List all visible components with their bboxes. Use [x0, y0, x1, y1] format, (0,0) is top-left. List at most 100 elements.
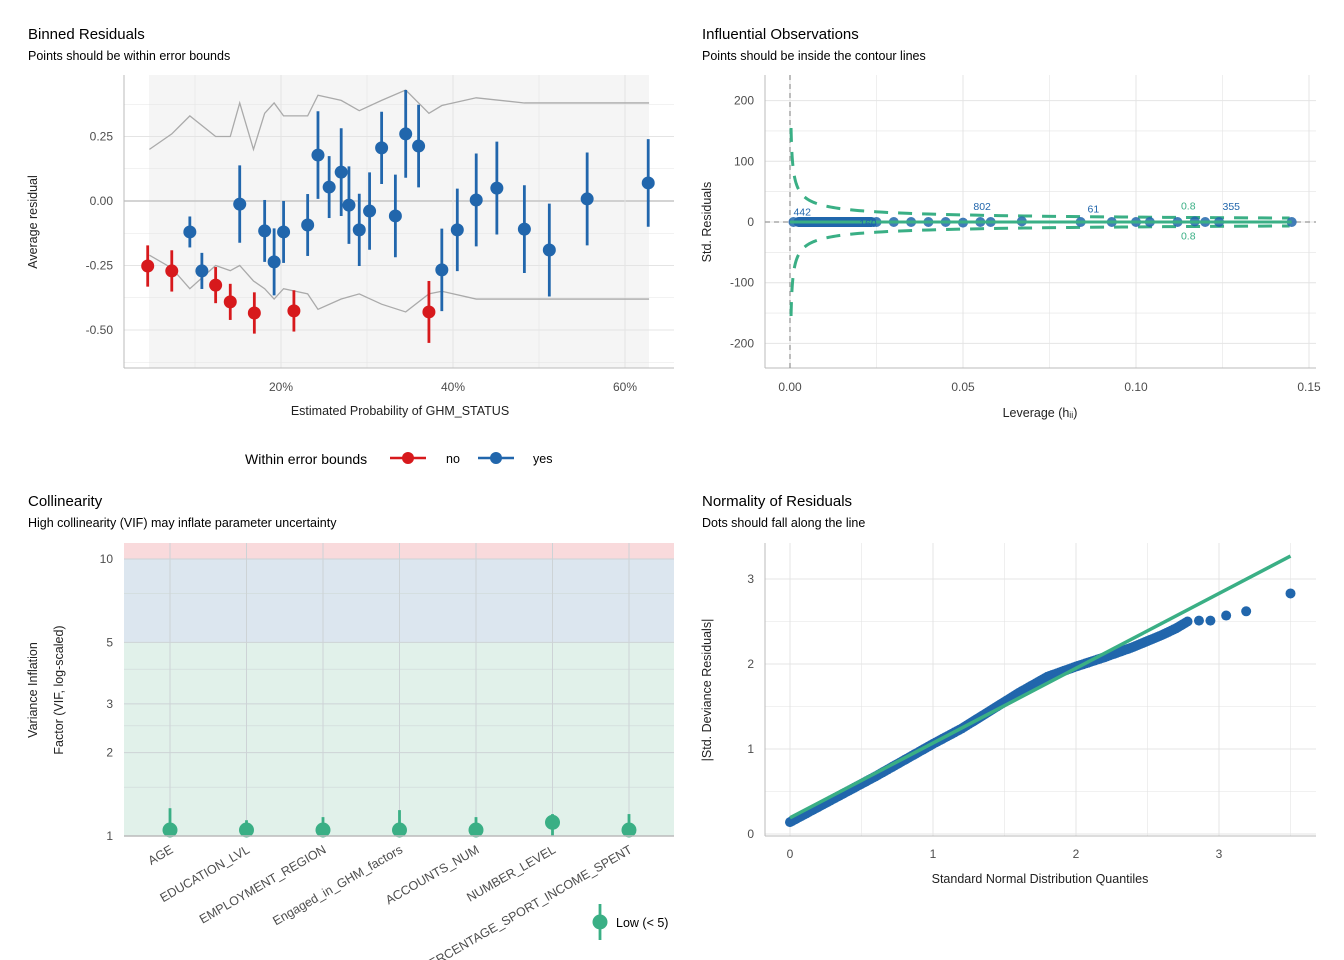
lower-error-bound: [149, 254, 650, 313]
panel-subtitle: Points should be within error bounds: [28, 49, 230, 63]
x-tick-label: 40%: [441, 380, 465, 394]
binned-point-no: [287, 304, 301, 318]
legend-label-low: Low (< 5): [616, 916, 668, 930]
y-tick-label: 2: [106, 746, 113, 760]
vif-point: [239, 822, 254, 838]
y-tick-label: 2: [747, 657, 754, 671]
x-tick-label: 2: [1073, 847, 1080, 861]
y-tick-label: 0: [747, 827, 754, 841]
panel-subtitle: High collinearity (VIF) may inflate para…: [28, 516, 337, 530]
vif-point: [468, 822, 484, 838]
reference-line: [789, 554, 1292, 820]
vif-point: [315, 822, 331, 838]
binned-point-no: [422, 305, 436, 319]
x-tick-label: 0.15: [1297, 380, 1321, 394]
legend-key-yes-dot: [490, 452, 502, 464]
binned-point-yes: [258, 224, 272, 238]
legend-key-low: [592, 914, 608, 930]
y-tick-label: -100: [730, 276, 754, 290]
plot-background: [149, 75, 649, 368]
observation-label: 442: [793, 206, 811, 218]
binned-point-yes: [342, 198, 356, 212]
legend-key-no-dot: [402, 452, 414, 464]
binned-point-yes: [517, 222, 531, 236]
contour-label: 0.8: [1181, 201, 1196, 213]
binned-point-yes: [450, 223, 464, 237]
binned-point-yes: [641, 176, 655, 190]
y-tick-label: -200: [730, 336, 754, 350]
y-axis-title: Average residual: [26, 175, 40, 269]
binned-point-yes: [388, 209, 402, 223]
legend-label-yes: yes: [533, 452, 552, 466]
residual-point: [1221, 610, 1232, 621]
x-tick-label: AGE: [146, 842, 176, 867]
residual-point: [1241, 606, 1252, 617]
vif-point: [392, 822, 407, 838]
x-axis-title: Leverage (hᵢᵢ): [1003, 406, 1078, 420]
binned-point-yes: [195, 264, 209, 278]
y-tick-label: -0.50: [86, 323, 114, 337]
x-axis-title: Estimated Probability of GHM_STATUS: [291, 404, 509, 418]
panel-title: Binned Residuals: [28, 26, 145, 43]
binned-point-yes: [435, 263, 449, 277]
x-tick-label: 60%: [613, 380, 637, 394]
binned-point-yes: [334, 165, 348, 179]
binned-point-yes: [311, 148, 325, 162]
observation-label: 802: [973, 201, 991, 213]
panel-title: Normality of Residuals: [702, 493, 852, 510]
x-tick-label: 0.00: [778, 380, 802, 394]
x-tick-label: Engaged_in_GHM_factors: [270, 842, 405, 928]
observation-label: 61: [1088, 203, 1100, 215]
binned-point-no: [141, 259, 155, 273]
binned-point-yes: [412, 139, 426, 153]
legend-title: Within error bounds: [245, 451, 367, 467]
vif-point: [545, 814, 560, 830]
binned-point-yes: [233, 197, 247, 211]
y-tick-label: 1: [747, 742, 754, 756]
binned-point-no: [223, 295, 237, 309]
binned-point-no: [247, 306, 261, 320]
observation-label: 355: [1223, 201, 1241, 213]
y-tick-label: -0.25: [86, 259, 114, 273]
residual-point: [1285, 588, 1296, 599]
x-tick-label: 0.05: [951, 380, 975, 394]
binned-point-yes: [399, 127, 413, 141]
residual-point: [1182, 616, 1193, 627]
y-tick-label: 3: [106, 697, 113, 711]
binned-point-yes: [363, 204, 377, 218]
binned-point-yes: [542, 243, 556, 257]
binned-point-no: [209, 278, 223, 292]
x-tick-label: 20%: [269, 380, 293, 394]
vif-point: [162, 822, 178, 838]
y-axis-title: |Std. Deviance Residuals|: [700, 619, 714, 762]
y-tick-label: 0.25: [90, 130, 114, 144]
binned-point-yes: [490, 181, 504, 195]
binned-point-yes: [301, 218, 315, 232]
x-tick-label: 1: [930, 847, 937, 861]
y-tick-label: 3: [747, 572, 754, 586]
y-tick-label: 10: [100, 552, 114, 566]
residual-point: [1205, 615, 1216, 626]
binned-point-yes: [267, 255, 281, 269]
y-tick-label: 0.00: [90, 194, 114, 208]
vif-point: [621, 822, 637, 838]
panel-subtitle: Dots should fall along the line: [702, 516, 865, 530]
panel-title: Collinearity: [28, 493, 103, 510]
binned-point-yes: [375, 141, 389, 155]
y-axis-title: Std. Residuals: [700, 182, 714, 263]
binned-point-yes: [580, 192, 594, 206]
x-tick-label: EMPLOYMENT_REGION: [197, 842, 329, 926]
observation-label: 160: [859, 218, 877, 230]
binned-point-yes: [352, 223, 366, 237]
panel-title: Influential Observations: [702, 26, 859, 43]
y-tick-label: 200: [734, 94, 754, 108]
binned-point-yes: [469, 193, 483, 207]
y-axis-title: Factor (VIF, log-scaled): [52, 625, 66, 754]
upper-error-bound: [149, 89, 650, 152]
binned-point-yes: [277, 225, 291, 239]
binned-point-no: [165, 264, 179, 278]
legend-label-no: no: [446, 452, 460, 466]
binned-point-yes: [322, 180, 336, 194]
